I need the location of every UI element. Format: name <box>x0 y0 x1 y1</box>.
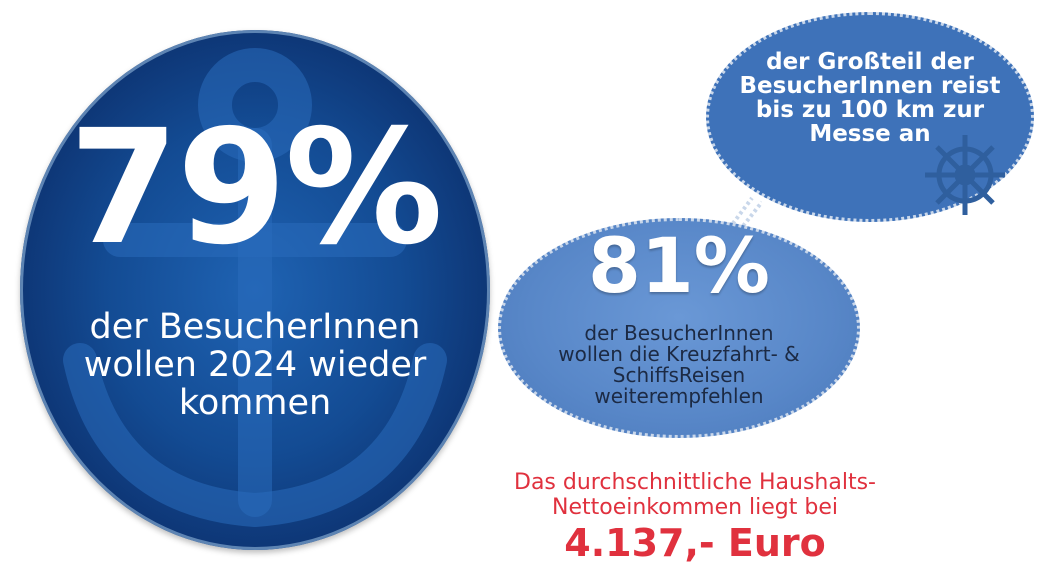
visitor-return-circle <box>20 30 490 550</box>
recommendation-ellipse <box>498 218 860 438</box>
recommendation-text-line: wollen die Kreuzfahrt- & <box>558 342 800 366</box>
visitor-return-text-line: kommen <box>178 383 332 423</box>
anchor-icon <box>63 48 447 528</box>
income-text-line: Das durchschnittliche Haushalts- <box>514 470 876 495</box>
bubble-text-line: bis zu 100 km zur <box>755 97 985 123</box>
recommendation-percent: 81% <box>588 221 770 310</box>
recommendation-text-line: der BesucherInnen <box>584 321 774 345</box>
visitor-return-text-line: der BesucherInnen <box>89 307 421 347</box>
income-amount: 4.137,- Euro <box>564 521 826 565</box>
recommendation-text-line: weiterempfehlen <box>594 384 764 408</box>
ship-wheel-icon <box>925 135 1005 215</box>
visitor-return-percent: 79% <box>68 96 443 280</box>
recommendation-text-line: SchiffsReisen <box>612 363 746 387</box>
bubble-text-line: BesucherInnen reist <box>739 73 1001 99</box>
bubble-text-line: Messe an <box>809 121 931 147</box>
visitor-return-text-line: wollen 2024 wieder <box>83 345 427 385</box>
bubble-text-line: der Großteil der <box>766 49 974 75</box>
income-text-line: Nettoeinkommen liegt bei <box>552 495 838 520</box>
